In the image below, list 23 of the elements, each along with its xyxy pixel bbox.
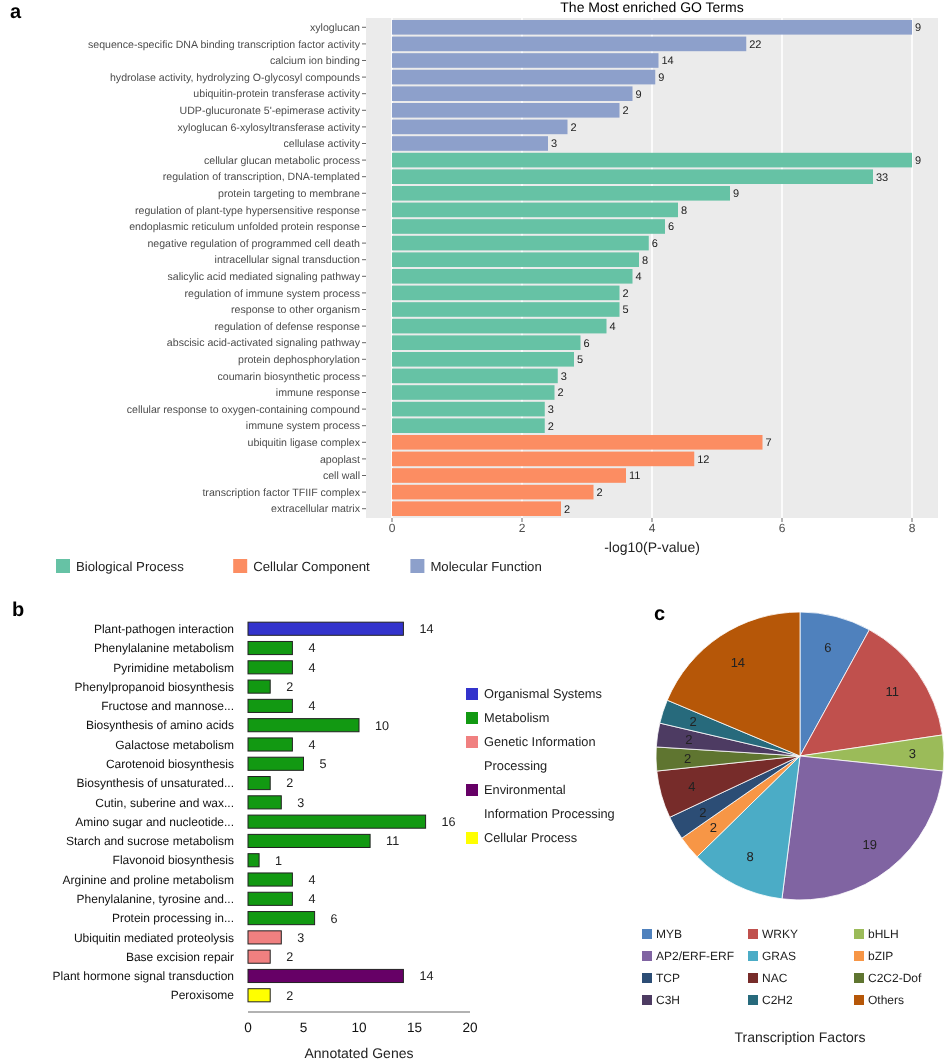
bar xyxy=(247,814,427,829)
bar xyxy=(247,718,360,733)
bar xyxy=(247,891,293,906)
text: c xyxy=(654,604,666,626)
bar xyxy=(247,949,271,964)
bar xyxy=(247,795,282,810)
bar xyxy=(247,698,293,713)
bar xyxy=(247,833,371,848)
text: b xyxy=(12,600,25,622)
bar xyxy=(247,737,293,752)
bar xyxy=(247,621,404,636)
bar xyxy=(247,968,404,984)
bar xyxy=(247,853,260,868)
bar xyxy=(247,756,304,771)
bar xyxy=(247,872,293,887)
bar xyxy=(247,930,282,945)
bar xyxy=(247,911,316,926)
bar xyxy=(247,660,293,675)
bar xyxy=(247,640,293,656)
bar xyxy=(247,988,271,1003)
bar xyxy=(247,776,271,791)
bar xyxy=(247,679,271,694)
text: a xyxy=(10,2,22,24)
